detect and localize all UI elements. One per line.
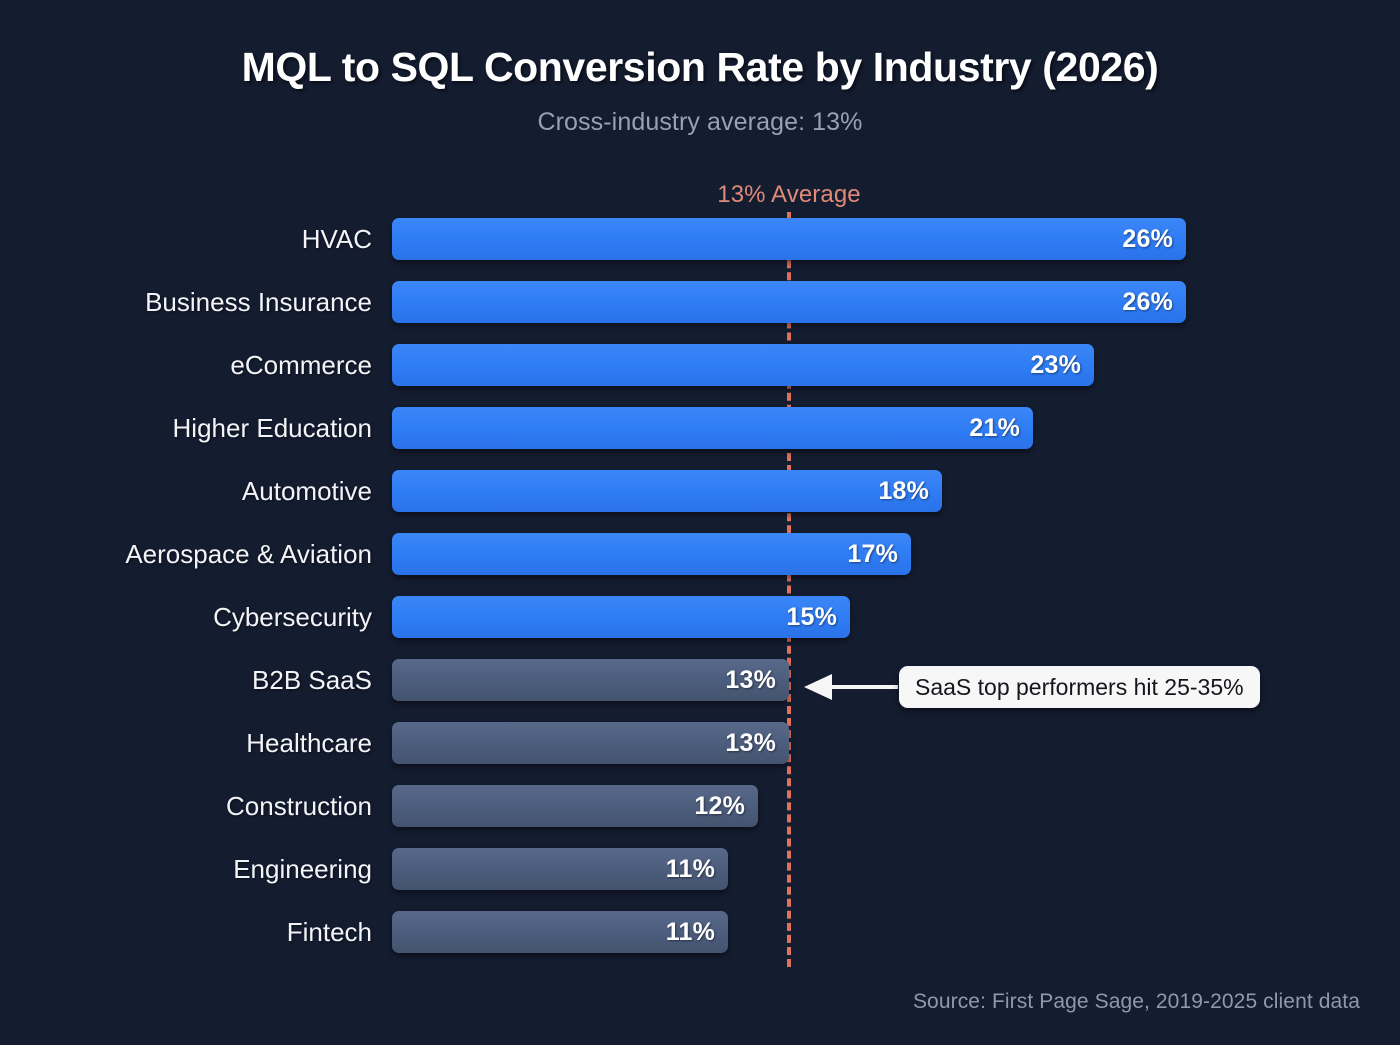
bar-track: 11% xyxy=(392,848,728,890)
bar-track: 21% xyxy=(392,407,1033,449)
bar[interactable]: 15% xyxy=(392,596,850,638)
category-label: HVAC xyxy=(301,224,372,254)
bar[interactable]: 17% xyxy=(392,533,911,575)
bar-value-label: 23% xyxy=(1030,350,1081,379)
bar[interactable]: 18% xyxy=(392,470,942,512)
bar-row[interactable]: eCommerce 23% xyxy=(0,341,1400,389)
bar-track: 13% xyxy=(392,722,789,764)
annotation-callout: SaaS top performers hit 25-35% xyxy=(899,666,1260,708)
category-label: Business Insurance xyxy=(145,287,372,317)
bar-row[interactable]: Fintech 11% xyxy=(0,908,1400,956)
chart-subtitle: Cross-industry average: 13% xyxy=(537,108,863,136)
bar-row[interactable]: Construction 12% xyxy=(0,782,1400,830)
bar-value-label: 26% xyxy=(1122,287,1173,316)
average-line-label: 13% Average xyxy=(717,181,861,208)
bar-value-label: 15% xyxy=(786,602,837,631)
bar-value-label: 13% xyxy=(725,665,776,694)
bar-value-label: 21% xyxy=(969,413,1020,442)
category-label: eCommerce xyxy=(230,350,372,380)
bar-track: 26% xyxy=(392,218,1186,260)
bar-row[interactable]: Engineering 11% xyxy=(0,845,1400,893)
bar-value-label: 18% xyxy=(878,476,929,505)
category-label: Construction xyxy=(226,791,372,821)
category-label: B2B SaaS xyxy=(252,665,372,695)
bar-row[interactable]: B2B SaaS 13% xyxy=(0,656,1400,704)
annotation-text: SaaS top performers hit 25-35% xyxy=(915,673,1244,700)
bar-value-label: 17% xyxy=(847,539,898,568)
bar-row[interactable]: Cybersecurity 15% xyxy=(0,593,1400,641)
bar-value-label: 12% xyxy=(694,791,745,820)
category-label: Engineering xyxy=(233,854,372,884)
bar[interactable]: 12% xyxy=(392,785,758,827)
category-label: Aerospace & Aviation xyxy=(125,539,372,569)
bar-row[interactable]: Automotive 18% xyxy=(0,467,1400,515)
bar-value-label: 13% xyxy=(725,728,776,757)
bar-track: 12% xyxy=(392,785,758,827)
bar-track: 17% xyxy=(392,533,911,575)
bar-row[interactable]: Business Insurance 26% xyxy=(0,278,1400,326)
bar-track: 18% xyxy=(392,470,942,512)
bar-track: 23% xyxy=(392,344,1094,386)
category-label: Fintech xyxy=(286,917,372,947)
average-reference-line xyxy=(787,212,791,967)
bar-value-label: 26% xyxy=(1122,224,1173,253)
bar-track: 15% xyxy=(392,596,850,638)
category-label: Healthcare xyxy=(246,728,372,758)
bar-value-label: 11% xyxy=(665,917,715,946)
bar-row[interactable]: Higher Education 21% xyxy=(0,404,1400,452)
bar[interactable]: 13% xyxy=(392,722,789,764)
bar-track: 26% xyxy=(392,281,1186,323)
chart-title: MQL to SQL Conversion Rate by Industry (… xyxy=(241,44,1159,90)
bar[interactable]: 11% xyxy=(392,848,728,890)
category-label: Higher Education xyxy=(172,413,372,443)
bar-row[interactable]: Aerospace & Aviation 17% xyxy=(0,530,1400,578)
bar-row[interactable]: Healthcare 13% xyxy=(0,719,1400,767)
bar-track: 11% xyxy=(392,911,728,953)
bar[interactable]: 23% xyxy=(392,344,1094,386)
bar-row[interactable]: HVAC 26% xyxy=(0,215,1400,263)
bar[interactable]: 26% xyxy=(392,281,1186,323)
bar[interactable]: 11% xyxy=(392,911,728,953)
bar[interactable]: 21% xyxy=(392,407,1033,449)
bar[interactable]: 26% xyxy=(392,218,1186,260)
category-label: Automotive xyxy=(241,476,372,506)
bar-track: 13% xyxy=(392,659,789,701)
bar-value-label: 11% xyxy=(665,854,715,883)
source-note: Source: First Page Sage, 2019-2025 clien… xyxy=(912,990,1360,1013)
annotation-arrow-icon xyxy=(804,674,898,700)
bar[interactable]: 13% xyxy=(392,659,789,701)
category-label: Cybersecurity xyxy=(213,602,372,632)
